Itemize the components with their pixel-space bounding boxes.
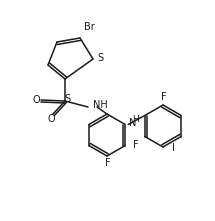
Text: F: F — [105, 158, 111, 168]
Text: NH: NH — [93, 100, 108, 110]
Text: F: F — [161, 92, 167, 102]
Text: O: O — [47, 114, 55, 124]
Text: O: O — [32, 95, 40, 105]
Text: F: F — [133, 139, 139, 149]
Text: S: S — [97, 53, 103, 63]
Text: I: I — [172, 143, 175, 153]
Text: N: N — [129, 118, 137, 128]
Text: H: H — [132, 115, 139, 124]
Text: Br: Br — [84, 22, 95, 32]
Text: S: S — [64, 94, 70, 104]
